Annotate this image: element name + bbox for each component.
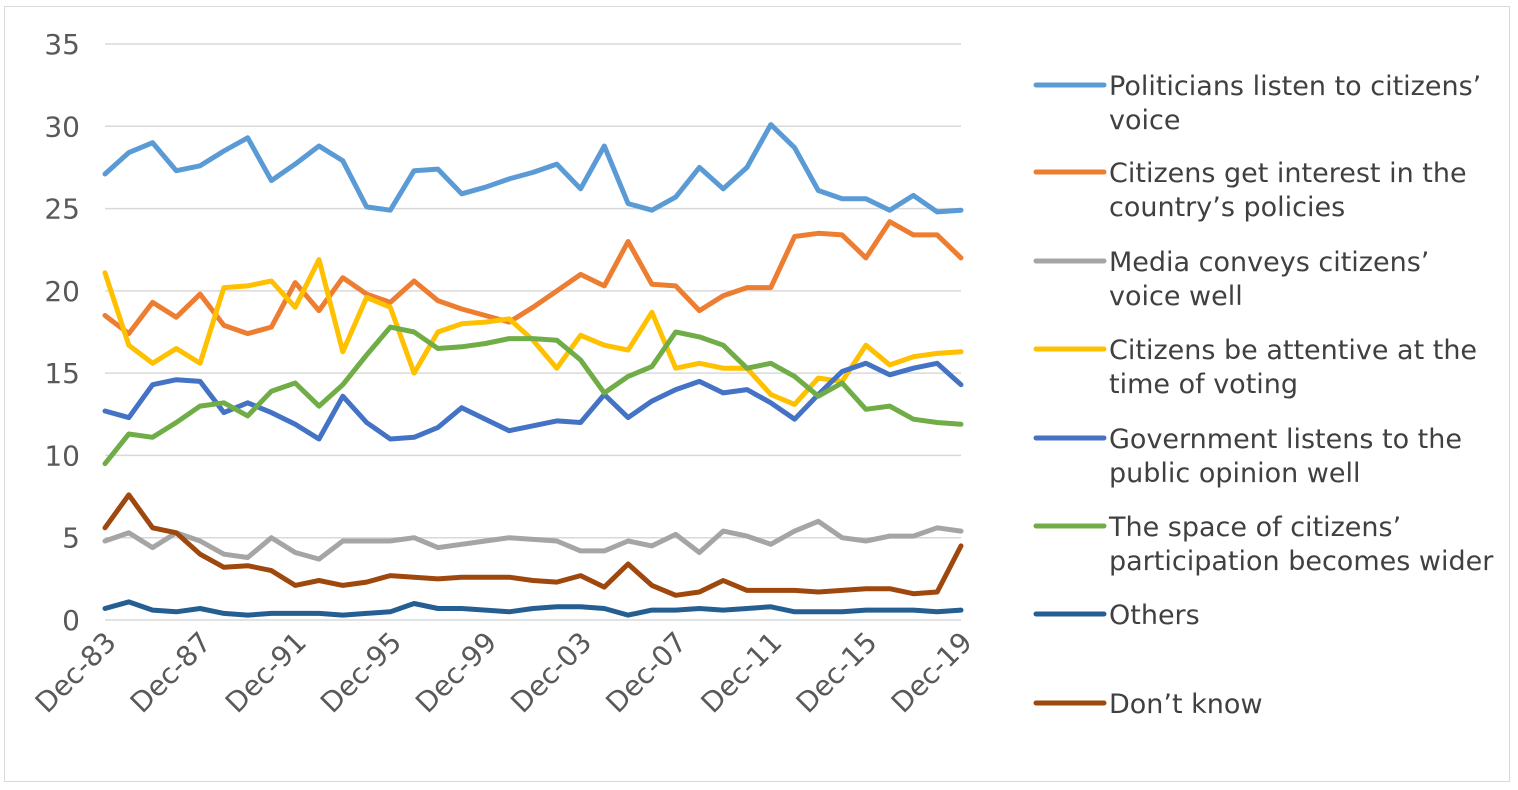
y-tick-label: 0 <box>62 604 80 637</box>
x-tick-label: Dec-11 <box>694 626 788 720</box>
legend-entry: Politicians listen to citizens’voice <box>1033 71 1481 136</box>
legend-entry: Don’t know <box>1033 689 1263 720</box>
series-line-7 <box>102 492 964 598</box>
y-tick-label: 30 <box>44 110 80 143</box>
legend-label: country’s policies <box>1109 192 1345 223</box>
legend-label: time of voting <box>1109 369 1298 400</box>
y-tick-label: 15 <box>44 357 80 390</box>
x-tick-label: Dec-03 <box>504 626 598 720</box>
y-tick-label: 25 <box>44 193 80 226</box>
legend-label: public opinion well <box>1109 458 1361 489</box>
x-tick-label: Dec-91 <box>219 626 313 720</box>
legend-label: Citizens get interest in the <box>1109 158 1467 189</box>
legend-label: participation becomes wider <box>1109 546 1494 577</box>
legend: Politicians listen to citizens’voice Citi… <box>1033 71 1494 720</box>
legend-label: Others <box>1109 600 1200 631</box>
x-tick-label: Dec-95 <box>314 626 408 720</box>
series-lines <box>102 122 964 618</box>
legend-label: Government listens to the <box>1109 424 1462 455</box>
legend-label: Media conveys citizens’ <box>1109 247 1429 278</box>
legend-label: Don’t know <box>1109 689 1263 720</box>
series-line-0 <box>102 122 964 215</box>
gridlines <box>105 43 961 539</box>
y-tick-label: 10 <box>44 439 80 472</box>
x-tick-label: Dec-99 <box>409 626 503 720</box>
x-tick-label: Dec-83 <box>29 626 123 720</box>
x-axis-tick-labels: Dec-83 Dec-87 Dec-91 Dec-95 Dec-99 Dec-03 Dec-… <box>29 626 979 720</box>
legend-label: voice well <box>1109 281 1243 312</box>
legend-entry: Others <box>1033 600 1200 631</box>
series-line-4 <box>102 360 964 442</box>
legend-label: Politicians listen to citizens’ <box>1109 71 1481 102</box>
series-line-2 <box>102 518 964 562</box>
x-tick-label: Dec-07 <box>599 626 693 720</box>
series-line-1 <box>102 219 964 337</box>
y-axis-tick-labels: 0 5 10 15 20 25 30 35 <box>44 28 80 637</box>
legend-label: Citizens be attentive at the <box>1109 335 1477 366</box>
x-tick-label: Dec-15 <box>790 626 884 720</box>
y-tick-label: 35 <box>44 28 80 61</box>
series-line-6 <box>102 599 964 618</box>
x-tick-label: Dec-19 <box>885 626 979 720</box>
legend-label: voice <box>1109 105 1180 136</box>
y-tick-label: 5 <box>62 522 80 555</box>
y-tick-label: 20 <box>44 275 80 308</box>
legend-entry: The space of citizens’participation beco… <box>1033 512 1494 577</box>
legend-entry: Media conveys citizens’voice well <box>1033 247 1429 312</box>
series-line-5 <box>102 324 964 467</box>
x-tick-label: Dec-87 <box>124 626 218 720</box>
legend-label: The space of citizens’ <box>1108 512 1401 543</box>
